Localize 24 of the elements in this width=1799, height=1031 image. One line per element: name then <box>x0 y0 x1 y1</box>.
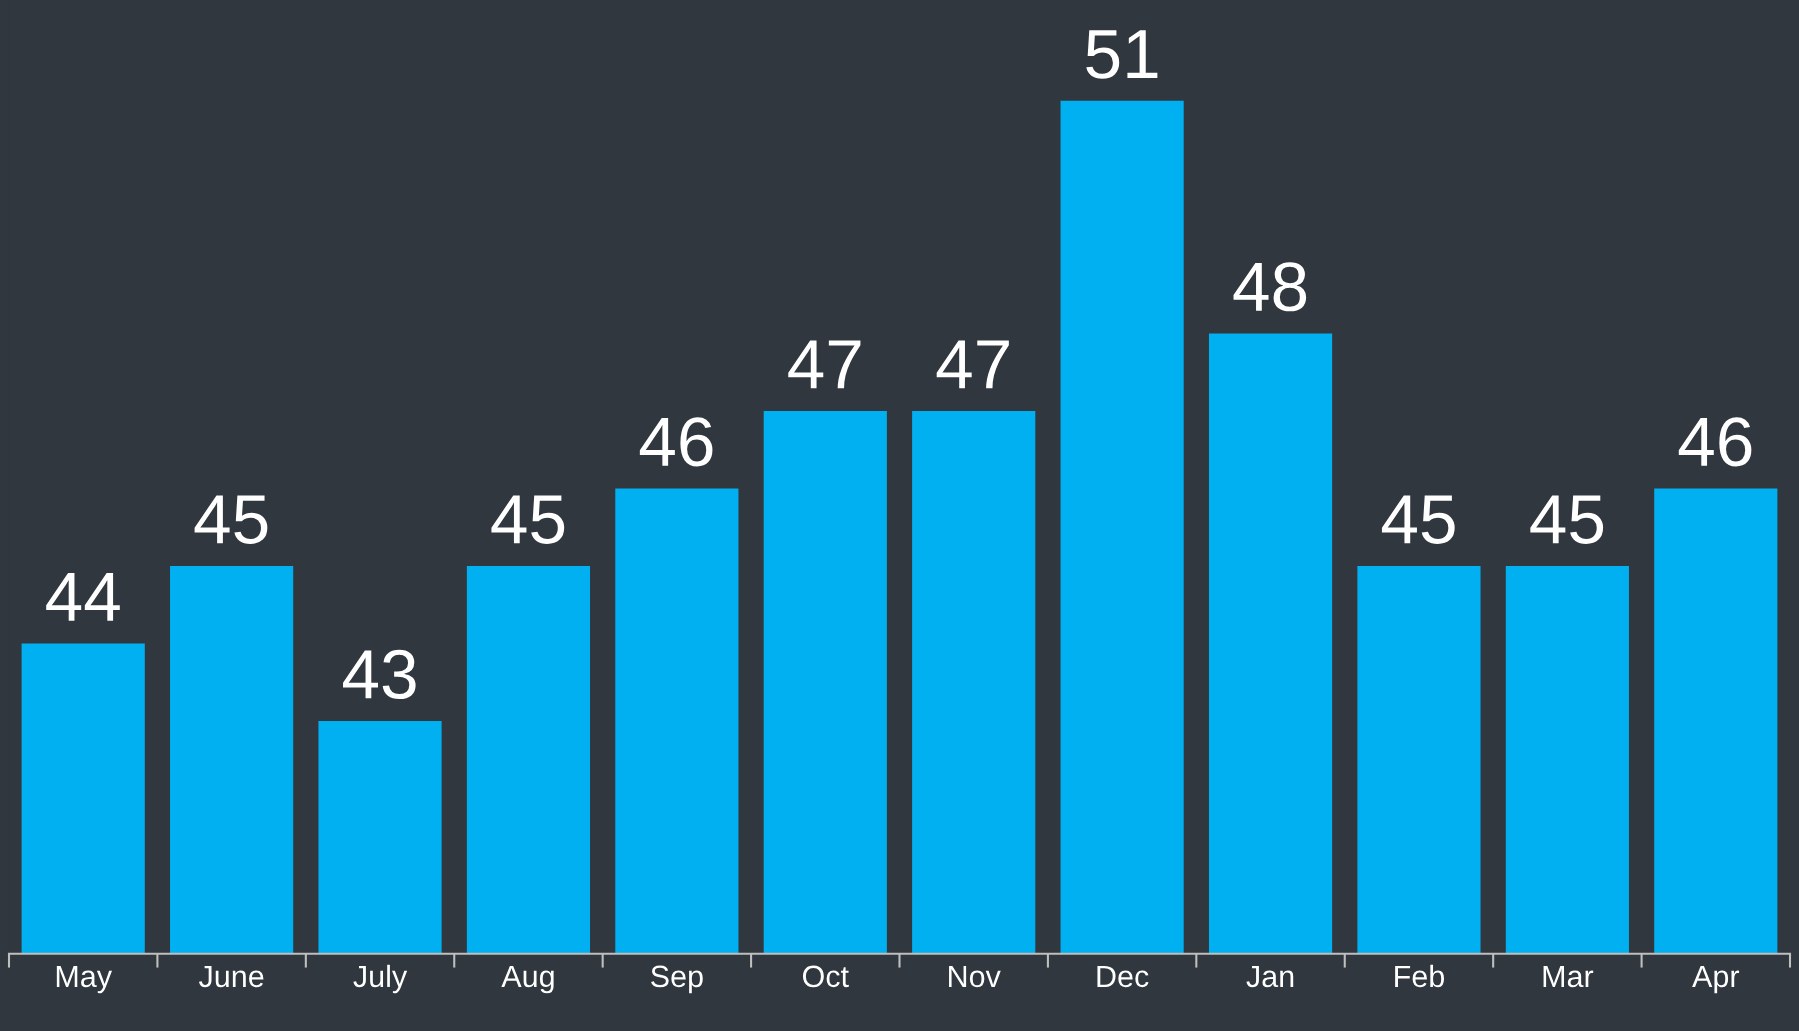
x-tick-label: Oct <box>802 965 849 988</box>
data-label: 45 <box>194 495 268 544</box>
x-tick-label: May <box>56 965 113 994</box>
data-label: 47 <box>788 340 861 389</box>
x-tick-label: Jan <box>1246 965 1294 988</box>
data-label: 47 <box>936 340 1009 389</box>
x-tick-label: Aug <box>501 965 554 994</box>
x-tick-label: July <box>353 964 408 994</box>
x-tick-label: Feb <box>1395 964 1445 988</box>
x-tick-label: Nov <box>949 965 1001 988</box>
data-label: 51 <box>1086 30 1158 79</box>
data-label: 44 <box>46 573 120 621</box>
x-tick-label: Sep <box>651 965 703 994</box>
data-label: 45 <box>491 495 565 544</box>
data-label: 43 <box>343 649 416 700</box>
data-label: 45 <box>1530 495 1604 544</box>
x-tick-label: Dec <box>1097 965 1149 988</box>
data-label: 46 <box>639 417 713 467</box>
data-label: 45 <box>1381 495 1455 544</box>
data-label: 46 <box>1678 417 1752 467</box>
data-label: 48 <box>1233 262 1307 312</box>
x-tick-label: June <box>198 965 264 988</box>
x-tick-label: Apr <box>1692 965 1740 994</box>
x-tick-label: Mar <box>1543 965 1594 988</box>
